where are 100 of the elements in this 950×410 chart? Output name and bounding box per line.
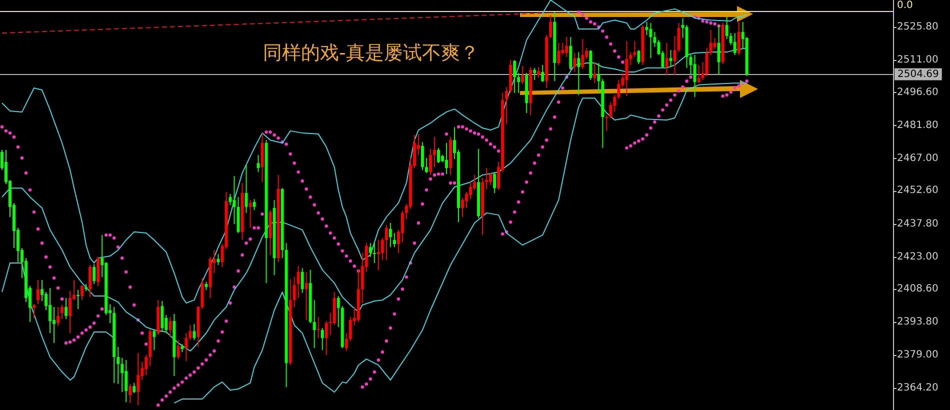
candlestick	[505, 86, 508, 125]
candlestick	[633, 40, 636, 58]
candlestick	[713, 37, 716, 50]
candlestick	[424, 157, 428, 174]
candlestick	[388, 222, 392, 248]
candlestick	[513, 60, 516, 94]
candlestick	[605, 114, 608, 132]
candlestick	[232, 176, 236, 225]
candlestick	[36, 279, 40, 305]
candlestick	[577, 52, 580, 96]
candlestick	[96, 256, 100, 286]
candlestick	[348, 316, 352, 342]
candlestick	[737, 21, 740, 56]
candlestick	[436, 147, 440, 164]
candlestick	[92, 264, 96, 284]
candlestick	[120, 357, 124, 393]
candlestick	[192, 323, 196, 341]
candlestick	[60, 304, 64, 320]
y-tick-label: 2452.60	[897, 185, 938, 196]
candlestick	[80, 284, 84, 301]
candlestick	[733, 32, 736, 56]
candlestick	[76, 290, 80, 310]
candlestick	[669, 50, 672, 68]
candlestick	[200, 277, 204, 310]
candlestick	[248, 199, 252, 228]
y-tick-label: 2364.20	[897, 382, 938, 394]
candlestick	[461, 197, 464, 218]
y-tick-label: 2393.80	[897, 316, 938, 328]
candlestick	[128, 384, 132, 404]
candlestick	[296, 266, 300, 299]
candlestick	[392, 232, 396, 248]
candlestick	[188, 324, 192, 341]
candlestick	[52, 306, 56, 344]
candlestick	[629, 52, 632, 66]
candlestick	[152, 328, 156, 351]
y-tick-label: 2379.00	[897, 350, 938, 361]
candlestick	[380, 237, 384, 261]
y-tick-label: 2496.60	[897, 86, 938, 98]
candlestick	[304, 271, 308, 320]
candlestick	[216, 254, 220, 266]
candlestick	[372, 241, 376, 264]
candlestick	[432, 136, 436, 168]
y-tick-label: 2511.00	[897, 54, 938, 66]
candlestick	[597, 62, 600, 94]
y-tick-label: 2408.60	[897, 283, 938, 294]
candlestick	[489, 172, 492, 186]
annotation: 同样的戏-真是屡试不爽？	[263, 41, 479, 66]
candlestick	[32, 304, 36, 318]
candlestick	[64, 298, 68, 320]
y-tick-label: 2481.80	[897, 120, 938, 131]
candlestick	[256, 154, 260, 173]
candlestick	[144, 354, 148, 376]
candlestick	[521, 65, 524, 85]
candlestick	[420, 142, 424, 171]
candlestick	[68, 290, 72, 334]
candlestick	[88, 264, 92, 298]
candlestick	[316, 316, 320, 339]
candlestick	[625, 40, 628, 97]
candlestick	[445, 142, 448, 175]
candlestick	[725, 16, 728, 40]
candlestick	[645, 21, 648, 36]
candlestick	[400, 210, 404, 242]
candlestick	[485, 168, 488, 190]
candlestick	[541, 64, 544, 82]
candlestick	[184, 332, 188, 362]
candlestick	[673, 35, 676, 76]
candlestick	[697, 64, 700, 84]
candlestick	[557, 42, 560, 66]
candlestick	[705, 48, 708, 76]
text: 0.0	[897, 0, 913, 11]
candlestick	[493, 172, 496, 194]
candlestick	[637, 50, 640, 65]
candlestick	[132, 382, 136, 394]
candlestick	[368, 242, 372, 258]
candlestick	[469, 182, 472, 200]
candlestick	[124, 359, 128, 403]
candlestick	[116, 346, 120, 385]
candlestick	[537, 66, 540, 78]
candlestick	[593, 62, 596, 84]
y-tick-label: 2467.00	[897, 153, 938, 164]
ref-line-label: 2504.69	[898, 68, 939, 80]
candlestick	[300, 268, 304, 294]
candlestick	[693, 54, 696, 98]
y-tick-label: 2525.80	[897, 22, 938, 33]
candlestick	[376, 239, 380, 270]
candlestick	[384, 224, 388, 261]
candlestick	[336, 296, 340, 328]
candlestick	[320, 328, 324, 351]
candlestick	[677, 22, 680, 53]
candlestick	[324, 320, 328, 356]
candlestick	[252, 198, 256, 211]
candlestick	[533, 67, 536, 80]
y-tick-label: 2423.00	[897, 251, 938, 262]
candlestick	[665, 42, 668, 76]
candlestick	[160, 300, 164, 333]
candlestick	[649, 22, 652, 59]
candlestick	[565, 36, 568, 58]
candlestick	[517, 72, 520, 94]
candlestick	[581, 38, 584, 70]
y-tick-label: 2437.80	[897, 218, 938, 230]
